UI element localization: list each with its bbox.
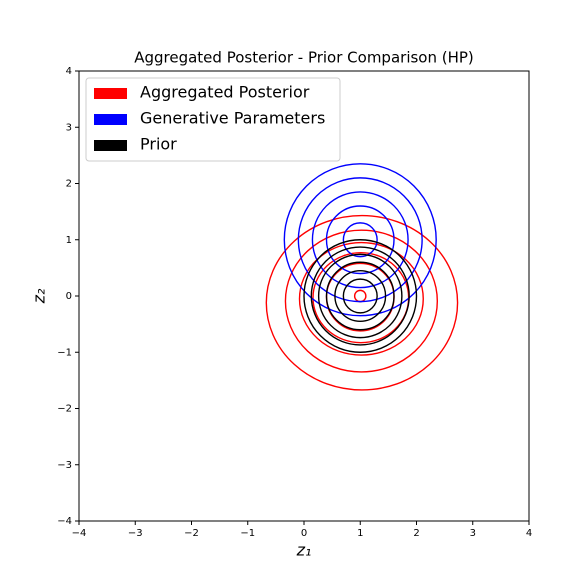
plot-frame (78, 70, 530, 522)
x-tick-label: 0 (301, 528, 307, 539)
x-tick-label: −2 (184, 528, 199, 539)
contour-level (310, 246, 410, 346)
contour-level (311, 191, 409, 289)
legend-label: Generative Parameters (140, 109, 325, 128)
legend-label: Aggregated Posterior (140, 83, 310, 102)
y-tick-label: 1 (66, 235, 72, 246)
y-tick-label: 0 (66, 291, 72, 302)
legend-swatch (94, 114, 127, 125)
x-tick-label: 1 (357, 528, 363, 539)
y-axis-label: z₂ (30, 288, 49, 304)
contour-level (342, 222, 378, 258)
legend-swatch (94, 88, 127, 99)
x-tick-label: −1 (240, 528, 255, 539)
contour-level (298, 241, 424, 356)
contour-level (265, 214, 459, 391)
legend-label: Prior (140, 135, 177, 154)
x-axis-label: z₁ (296, 541, 312, 560)
y-tick-label: −2 (57, 404, 72, 415)
x-tick-label: 3 (470, 528, 476, 539)
contour-level (303, 239, 418, 353)
x-tick-label: −4 (72, 528, 87, 539)
contour-level (353, 289, 367, 303)
contour-level (325, 205, 395, 275)
chart-title: Aggregated Posterior - Prior Comparison … (134, 49, 474, 67)
y-tick-label: 4 (66, 66, 72, 77)
y-tick-label: 2 (66, 179, 72, 190)
contour-level (284, 229, 439, 373)
contour-level (297, 177, 423, 303)
y-tick-label: −4 (57, 516, 72, 527)
legend-box (85, 77, 341, 162)
y-tick-label: −1 (57, 347, 72, 358)
x-tick-label: 4 (526, 528, 532, 539)
y-tick-label: 3 (66, 122, 72, 133)
x-tick-label: −3 (128, 528, 143, 539)
contour-level (283, 163, 437, 317)
x-tick-label: 2 (413, 528, 419, 539)
contour-level (334, 269, 387, 323)
contour-level (317, 253, 403, 339)
y-tick-label: −3 (57, 460, 72, 471)
contour-level (342, 278, 378, 314)
contour-level (325, 261, 395, 331)
legend-swatch (94, 140, 127, 151)
